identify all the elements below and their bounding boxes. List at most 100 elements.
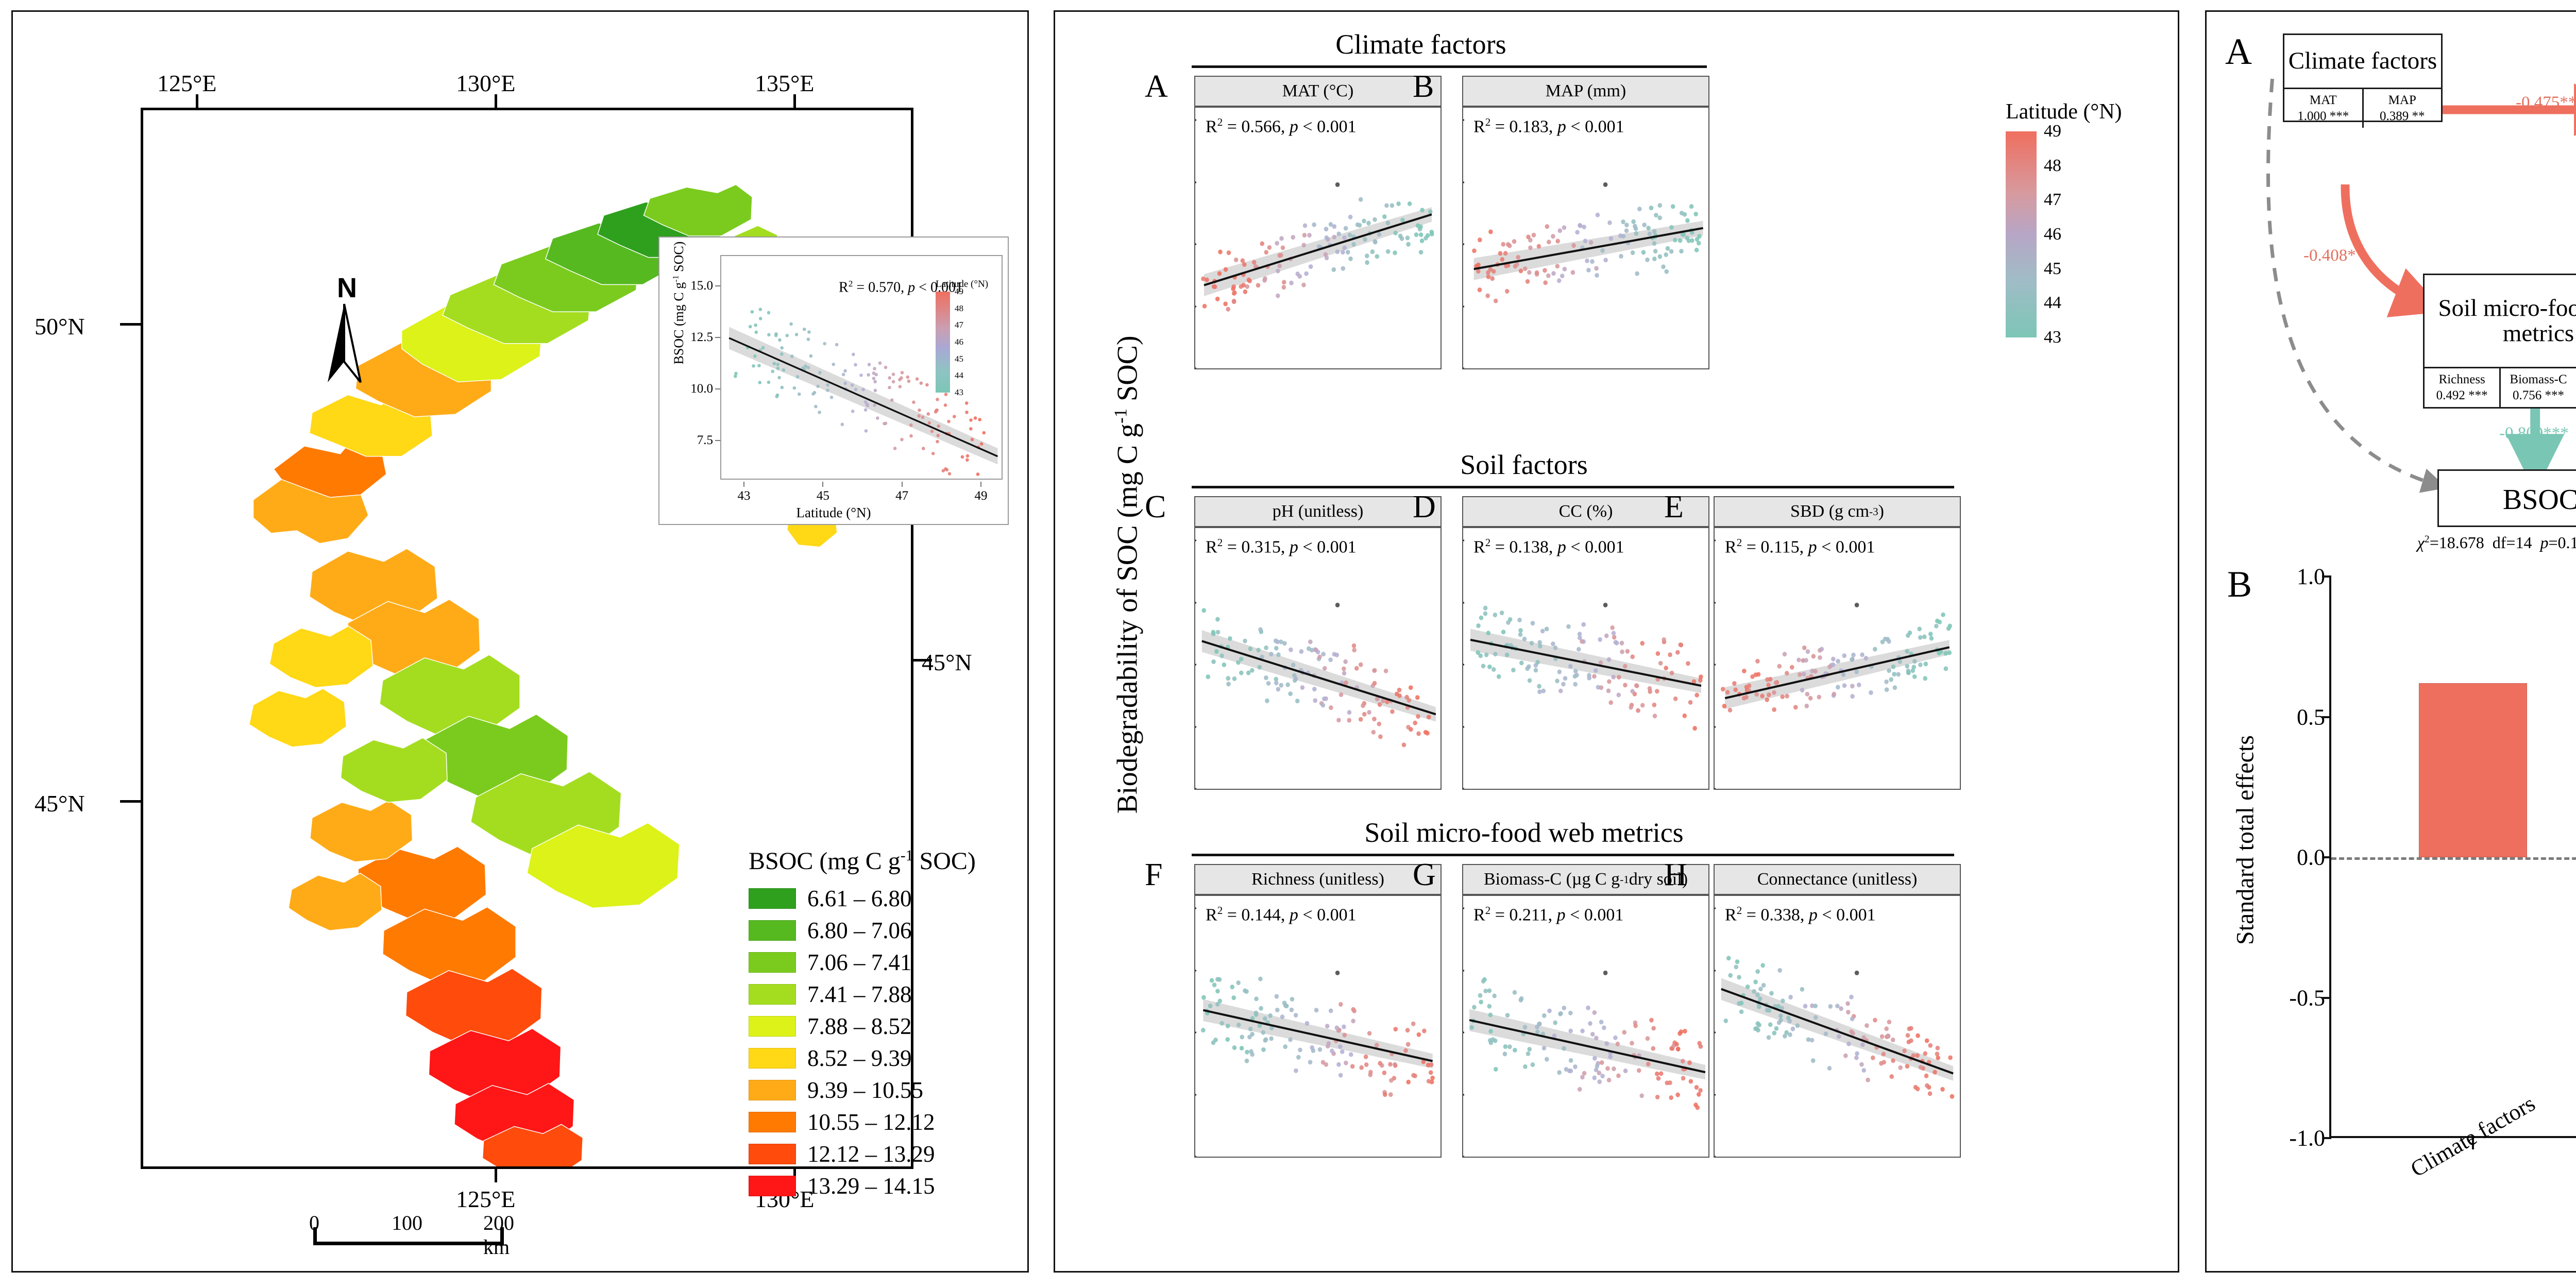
inset-y-tick: 10.0 [690, 382, 713, 396]
sem-indicator-map-value: 0.389 ** [2380, 109, 2425, 124]
subplot-xtick-mark [1557, 1157, 1558, 1158]
bar-chart-ytick-mark [2322, 856, 2331, 858]
subplot-xtick-mark [1288, 368, 1290, 369]
subplot-xtick-mark [1406, 789, 1408, 790]
bsoc-legend-swatch [749, 984, 796, 1005]
inset-x-tick: 45 [816, 489, 829, 503]
tick-mark [196, 94, 198, 108]
subplot-plot-e: R2 = 0.115, p < 0.001201510501.01.11.21.… [1714, 528, 1961, 790]
subplot-strip-b: MAP (mm) [1462, 76, 1709, 108]
subplot-letter-c: C [1145, 489, 1166, 524]
sem-node-climate[interactable]: Climate factors MAT 1.000 *** MAP 0.389 … [2283, 33, 2443, 128]
bar-chart-ytick-label: 1.0 [2297, 564, 2325, 589]
subplot-plot-c: R2 = 0.315, p < 0.001201510505.05.56.06.… [1194, 528, 1442, 790]
bsoc-legend-swatch [749, 888, 796, 909]
sem-node-microfood[interactable]: Soil micro-food web metrics Richness 0.4… [2423, 274, 2576, 409]
bsoc-legend-label: 6.61 – 6.80 [807, 886, 912, 911]
bsoc-legend-row: 7.06 – 7.41 [749, 946, 1037, 978]
bar-chart-ytick-mark [2322, 1137, 2331, 1139]
inset-y-tickmark [715, 388, 720, 389]
bsoc-legend: BSOC (mg C g-1 SOC) 6.61 – 6.80 6.80 – 7.… [749, 847, 1037, 1202]
subplot-stat-d: R2 = 0.138, p < 0.001 [1473, 536, 1624, 557]
bsoc-legend-row: 9.39 – 10.55 [749, 1074, 1037, 1106]
latitude-legend-body: 49 48 47 46 45 44 43 [2006, 122, 2145, 347]
sem-panel-letter: A [2225, 31, 2252, 72]
map-panel: 125°E 130°E 135°E 50°N 45°N 45°N 125°E 1… [11, 10, 1029, 1273]
bar-chart-category-label: Climate factors [2406, 1090, 2539, 1182]
map-tick-45n: 45°N [35, 790, 85, 817]
sem-indicator-mat: MAT 1.000 *** [2284, 89, 2362, 128]
subplot-stat-a: R2 = 0.566, p < 0.001 [1206, 116, 1357, 137]
subplot-xtick-mark [1606, 368, 1608, 369]
scatter-ylab-pre: Biodegradability of SOC (mg C g [1111, 423, 1144, 814]
subplot-xtick-mark [1408, 1157, 1410, 1158]
scatter-y-axis-title: Biodegradability of SOC (mg C g-1 SOC) [1111, 214, 1144, 935]
map-tick-125e-top: 125°E [157, 70, 217, 96]
subplot-stat-e: R2 = 0.115, p < 0.001 [1725, 536, 1875, 557]
fit-chi2: 18.678 [2438, 533, 2484, 552]
bsoc-legend-row: 6.61 – 6.80 [749, 883, 1037, 914]
sem-indicator-richness-name: Richness [2438, 372, 2485, 386]
map-scalebar: 0 100 200 km [309, 1211, 535, 1264]
bar-chart-ytick-mark [2322, 996, 2331, 999]
sem-node-microfood-indicators: Richness 0.492 *** Biomass-C 0.756 *** C… [2425, 367, 2576, 407]
north-arrow-label: N [337, 273, 357, 303]
scatter-panel: Biodegradability of SOC (mg C g-1 SOC) C… [1054, 10, 2179, 1273]
bsoc-legend-label: 12.12 – 13.29 [807, 1141, 935, 1167]
map-tick-50n: 50°N [35, 313, 85, 340]
sem-node-microfood-title: Soil micro-food web metrics [2438, 294, 2576, 347]
bsoc-legend-label: 7.88 – 8.52 [807, 1013, 912, 1039]
scalebar-tick-0: 0 [309, 1211, 319, 1234]
sem-panel: A [2205, 10, 2576, 1273]
subplot-ytick-mark [1715, 907, 1716, 909]
inset-latitude-legend: Latitude (°N) 49 48 47 46 45 44 43 [936, 279, 996, 397]
tick-mark [793, 94, 796, 108]
inset-latitude-colorbar [936, 292, 950, 393]
subplot-xtick-mark [1948, 789, 1950, 790]
subplot-ytick-mark [1195, 1156, 1196, 1157]
bar-chart-ytick-label: -0.5 [2289, 985, 2325, 1010]
tick-mark [913, 659, 932, 662]
subplot-ytick-mark [1195, 1031, 1196, 1033]
subplot-ytick-mark [1463, 539, 1464, 541]
subplot-ytick-mark [1715, 1031, 1716, 1033]
subplot-svg-e [1720, 602, 1953, 713]
inset-stat-p: p [908, 279, 916, 296]
inset-ylab-sup: -1 [671, 275, 681, 282]
subplot-letter-g: G [1413, 857, 1436, 892]
subplot-xtick-mark [1500, 368, 1501, 369]
sem-indicator-mat-value: 1.000 *** [2297, 109, 2349, 124]
subplot-c: CpH (unitless)R2 = 0.315, p < 0.00120151… [1145, 489, 1442, 790]
inset-x-tickmark [743, 482, 744, 487]
bsoc-legend-row: 6.80 – 7.06 [749, 914, 1037, 946]
bar-chart-ytick-label: -1.0 [2289, 1125, 2325, 1151]
subplot-strip-f: Richness (unitless) [1194, 864, 1442, 896]
inset-stat-r: R [839, 279, 849, 296]
bsoc-legend-row: 7.88 – 8.52 [749, 1010, 1037, 1042]
subplot-letter-d: D [1413, 489, 1436, 524]
inset-scatter-svg [728, 308, 998, 476]
tick-mark [495, 94, 497, 108]
map-frame: N 0 100 200 km BSOC (mg C g-1 SOC) [141, 108, 1009, 1259]
sem-indicator-mat-name: MAT [2309, 93, 2337, 107]
subplot-strip-d: CC (%) [1462, 496, 1709, 528]
bsoc-legend-label: 7.41 – 7.88 [807, 981, 912, 1007]
sem-node-bsoc[interactable]: R2=0.654 BSOC [2437, 469, 2576, 527]
map-tick-130e-top: 130°E [456, 70, 516, 96]
subplot-ytick-mark [1715, 788, 1716, 789]
inset-ylab-post: SOC) [671, 241, 686, 276]
group-title-soil: Soil factors [1460, 449, 1588, 480]
bar-chart-ytick-label: 0.0 [2297, 844, 2325, 870]
bsoc-legend-row: 7.41 – 7.88 [749, 978, 1037, 1010]
subplot-ytick-mark [1463, 181, 1464, 183]
latitude-colorbar [2006, 131, 2037, 337]
bsoc-legend-swatch [749, 1112, 796, 1132]
group-rule-soil [1192, 486, 1954, 488]
subplot-ytick-mark [1463, 1094, 1464, 1096]
bsoc-legend-swatch [749, 952, 796, 973]
bar-chart-bar [2419, 683, 2527, 857]
subplot-ytick-mark [1715, 664, 1716, 666]
sem-node-climate-title: Climate factors [2288, 47, 2437, 75]
sem-edge-label-microfood-bsoc: -0.809*** [2499, 424, 2569, 443]
subplot-ytick-mark [1463, 1031, 1464, 1033]
